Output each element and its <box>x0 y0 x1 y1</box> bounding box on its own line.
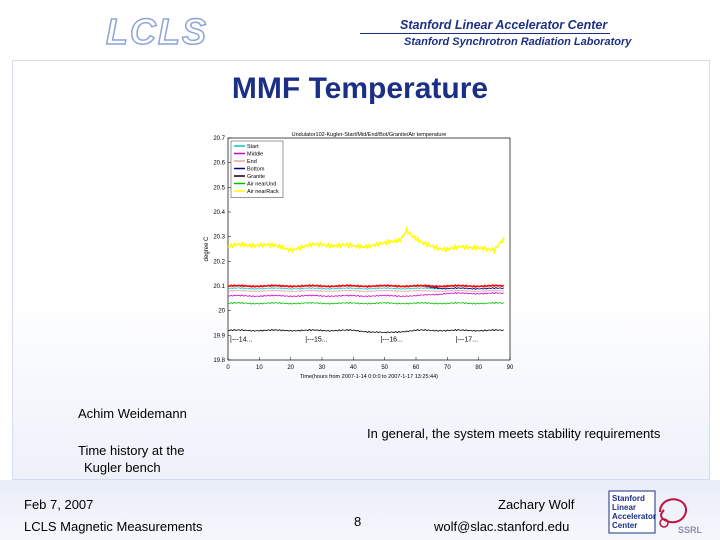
day-marker-label: |---17... <box>456 337 478 344</box>
y-tick-label: 20.7 <box>213 136 225 142</box>
history-caption-line1: Time history at the <box>78 443 185 458</box>
y-tick-label: 20.2 <box>213 259 225 265</box>
footer-date: Feb 7, 2007 <box>24 497 94 512</box>
day-marker-label: |---16... <box>380 337 402 344</box>
footer-project: LCLS Magnetic Measurements <box>24 519 203 534</box>
author-caption: Achim Weidemann <box>78 406 187 421</box>
conclusion-caption: In general, the system meets stability r… <box>367 426 661 441</box>
y-tick-label: 20.6 <box>213 161 225 167</box>
footer-email: wolf@slac.stanford.edu <box>434 519 570 534</box>
y-tick-label: 19.9 <box>213 333 225 339</box>
logo-line-1: Stanford <box>612 494 645 503</box>
slac-ssrl-logo: Stanford Linear Accelerator Center SSRL <box>608 490 703 535</box>
logo-line-2: Linear <box>612 503 636 512</box>
y-tick-label: 20.5 <box>213 185 225 191</box>
series-line <box>227 292 504 298</box>
page-title: MMF Temperature <box>231 72 489 105</box>
x-tick-label: 40 <box>350 365 357 371</box>
chart-title: Undulator102-Kugler-Start/Mid/End/Bot/Gr… <box>292 132 447 138</box>
temperature-chart: 0 10 20 30 40 50 60 70 80 90 19.8 19.9 20 20.1 20.2 20.… <box>204 132 514 380</box>
x-tick-label: 60 <box>413 365 420 371</box>
legend-label: Granite <box>247 174 265 180</box>
lab-name: Stanford Linear Accelerator Center <box>400 18 608 32</box>
x-tick-label: 0 <box>226 365 230 371</box>
y-tick-label: 19.8 <box>213 358 225 364</box>
ring-icon <box>659 498 688 524</box>
history-caption-line2: Kugler bench <box>84 460 161 475</box>
day-marker-label: |---15... <box>305 337 327 344</box>
legend-label: Middle <box>247 152 263 158</box>
ring-node-icon <box>659 518 669 528</box>
slide-header: LCLS Stanford Linear Accelerator Center … <box>0 0 720 60</box>
lcls-logo-text: LCLS <box>106 11 208 52</box>
day-marker-label: |---14... <box>230 337 252 344</box>
series-line <box>227 328 504 334</box>
legend-label: Air nearUnd <box>247 182 276 188</box>
legend-label: Air nearRack <box>247 189 279 195</box>
legend-label: Bottom <box>247 167 265 173</box>
header-divider <box>360 33 610 34</box>
y-tick-label: 20.4 <box>213 210 225 216</box>
x-axis-label: Time(hours from 2007-1-14 0:0:0 to 2007-… <box>300 374 438 380</box>
history-caption: Time history at the Kugler bench <box>78 442 248 476</box>
ssrl-mark: SSRL <box>678 525 703 535</box>
lcls-logo: LCLS <box>105 10 208 52</box>
page-number: 8 <box>354 514 362 529</box>
y-tick-label: 20.1 <box>213 284 225 290</box>
x-tick-label: 70 <box>444 365 451 371</box>
legend-label: End <box>247 159 257 165</box>
sublab-name: Stanford Synchrotron Radiation Laborator… <box>404 36 632 48</box>
x-tick-label: 20 <box>287 365 294 371</box>
x-tick-label: 30 <box>319 365 326 371</box>
x-tick-label: 10 <box>256 365 263 371</box>
x-tick-label: 50 <box>381 365 388 371</box>
logo-line-3: Accelerator <box>612 512 656 521</box>
series-line <box>227 284 505 288</box>
legend-label: Start <box>247 144 259 150</box>
y-axis-label: degree C <box>204 236 210 261</box>
x-tick-label: 80 <box>475 365 482 371</box>
y-tick-label: 20 <box>218 309 225 315</box>
x-tick-label: 90 <box>507 365 514 371</box>
footer-author: Zachary Wolf <box>498 497 575 512</box>
y-tick-label: 20.3 <box>213 235 225 241</box>
series-line <box>227 289 504 293</box>
series-line <box>227 301 504 305</box>
slide-footer <box>0 480 720 540</box>
series-line <box>227 225 505 255</box>
logo-line-4: Center <box>612 521 637 530</box>
